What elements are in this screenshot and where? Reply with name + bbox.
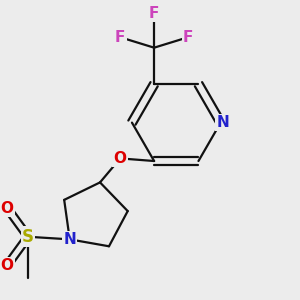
- Text: O: O: [114, 151, 127, 166]
- Text: O: O: [1, 201, 13, 216]
- Text: F: F: [115, 30, 125, 45]
- Text: O: O: [1, 258, 13, 273]
- Text: N: N: [63, 232, 76, 247]
- Text: F: F: [149, 6, 159, 21]
- Text: S: S: [22, 228, 34, 246]
- Text: N: N: [216, 115, 229, 130]
- Text: F: F: [183, 30, 193, 45]
